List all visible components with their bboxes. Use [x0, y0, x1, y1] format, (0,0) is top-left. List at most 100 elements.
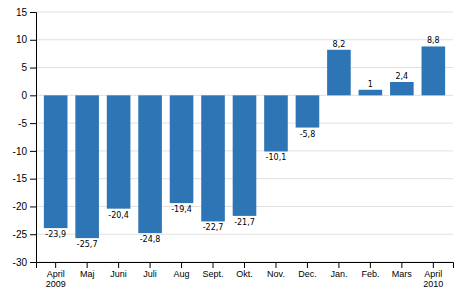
- x-tick-mark: [370, 262, 371, 268]
- x-tick-label: Nov.: [267, 269, 285, 279]
- data-label: -5,8: [300, 130, 316, 139]
- y-tick: 15: [16, 7, 36, 18]
- x-tick: Jan.: [330, 262, 347, 279]
- x-tick-label-line: Jan.: [330, 269, 347, 279]
- x-tick-label-line: Juli: [143, 269, 157, 279]
- y-tick-label: -25: [13, 229, 28, 240]
- x-tick-label: Juni: [110, 269, 127, 279]
- x-tick-label: Juli: [143, 269, 157, 279]
- data-label: -23,9: [45, 230, 66, 239]
- x-tick-label-line: Mars: [392, 269, 412, 279]
- y-tick-mark: [30, 123, 36, 124]
- data-labels: -23,9-25,7-20,4-24,8-19,4-22,7-21,7-10,1…: [45, 36, 439, 249]
- x-tick: April2009: [46, 262, 66, 289]
- x-tick-mark: [55, 262, 56, 268]
- bar: [264, 95, 288, 151]
- y-tick-label: -5: [18, 118, 27, 129]
- chart: -30 -25 -20 -15 -10 -5 0 5 10 15 April2009 Maj Juni J…: [0, 0, 463, 294]
- y-tick-label: -20: [13, 201, 28, 212]
- x-tick-mark: [118, 262, 119, 268]
- x-tick-mark: [307, 262, 308, 268]
- x-tick-label-line: Maj: [80, 269, 95, 279]
- x-tick-label-line: Sept.: [203, 269, 224, 279]
- y-tick-label: 0: [21, 90, 27, 101]
- x-tick: Maj: [80, 262, 95, 279]
- x-tick-label-line: Aug: [174, 269, 190, 279]
- x-tick: Sept.: [203, 262, 224, 279]
- x-tick: Dec.: [298, 262, 317, 279]
- data-label: 1: [368, 80, 373, 89]
- data-label: -20,4: [108, 211, 129, 220]
- y-tick-label: -10: [13, 146, 28, 157]
- x-tick-mark: [213, 262, 214, 268]
- x-tick-mark: [401, 262, 402, 268]
- grid-line: [36, 12, 453, 13]
- x-tick-label-line: Dec.: [298, 269, 317, 279]
- x-tick: Juli: [143, 262, 157, 279]
- data-label: 2,4: [395, 72, 408, 81]
- y-tick: -20: [13, 201, 36, 212]
- x-tick-label-line: April: [424, 269, 442, 279]
- y-tick-mark: [30, 206, 36, 207]
- grid-line: [36, 67, 453, 68]
- x-tick-label-line: April: [47, 269, 65, 279]
- y-tick: -25: [13, 229, 36, 240]
- data-label: -22,7: [203, 223, 224, 232]
- bar: [170, 95, 194, 203]
- y-tick-mark: [30, 95, 36, 96]
- x-tick: Okt.: [236, 262, 253, 279]
- grid-line: [36, 39, 453, 40]
- x-tick-label: April2009: [46, 269, 66, 289]
- x-tick-label: Feb.: [361, 269, 379, 279]
- x-tick-label: Jan.: [330, 269, 347, 279]
- bar: [138, 95, 162, 233]
- y-tick: -15: [13, 173, 36, 184]
- data-label: -24,8: [140, 235, 161, 244]
- bars: [44, 46, 445, 238]
- bar: [107, 95, 131, 208]
- bar: [44, 95, 68, 228]
- y-tick-mark: [30, 68, 36, 69]
- x-tick-label: Mars: [392, 269, 412, 279]
- x-tick: Juni: [110, 262, 127, 279]
- y-tick-label: 10: [16, 34, 28, 45]
- y-tick-mark: [30, 234, 36, 235]
- x-tick-mark: [87, 262, 88, 268]
- y-tick: -30: [13, 257, 36, 268]
- bar: [422, 46, 446, 95]
- x-tick-label-line: Juni: [110, 269, 127, 279]
- y-tick: -10: [13, 146, 36, 157]
- x-tick: Aug: [174, 262, 190, 279]
- y-tick: 5: [21, 62, 36, 73]
- bar: [327, 50, 351, 96]
- x-axis: April2009 Maj Juni Juli Aug Sept. Okt. Nov. Dec.…: [37, 262, 454, 289]
- bar: [201, 95, 225, 221]
- x-tick-label-line: Okt.: [236, 269, 253, 279]
- y-tick-mark: [30, 12, 36, 13]
- x-tick-label-line: 2010: [423, 279, 443, 289]
- plot: -30 -25 -20 -15 -10 -5 0 5 10 15 April2009 Maj Juni J…: [13, 7, 454, 290]
- y-tick-mark: [30, 179, 36, 180]
- x-tick: Mars: [392, 262, 412, 279]
- bar: [75, 95, 99, 238]
- y-tick: 10: [16, 34, 36, 45]
- x-tick-label: Okt.: [236, 269, 253, 279]
- y-tick: 0: [21, 90, 36, 101]
- x-axis-line: [37, 263, 454, 269]
- data-label: 8,8: [427, 36, 440, 45]
- x-tick-mark: [433, 262, 434, 268]
- data-label: -10,1: [266, 153, 287, 162]
- y-tick-mark: [30, 40, 36, 41]
- y-tick-mark: [30, 262, 36, 263]
- x-tick-mark: [275, 262, 276, 268]
- x-tick-label-line: Nov.: [267, 269, 285, 279]
- x-tick-mark: [244, 262, 245, 268]
- x-tick-label: Sept.: [203, 269, 224, 279]
- x-tick: April2010: [423, 262, 443, 289]
- y-tick-label: 5: [21, 62, 27, 73]
- y-tick-label: -30: [13, 257, 28, 268]
- bar: [296, 95, 320, 127]
- x-tick: Feb.: [361, 262, 379, 279]
- data-label: -21,7: [234, 218, 255, 227]
- data-label: -19,4: [171, 205, 192, 214]
